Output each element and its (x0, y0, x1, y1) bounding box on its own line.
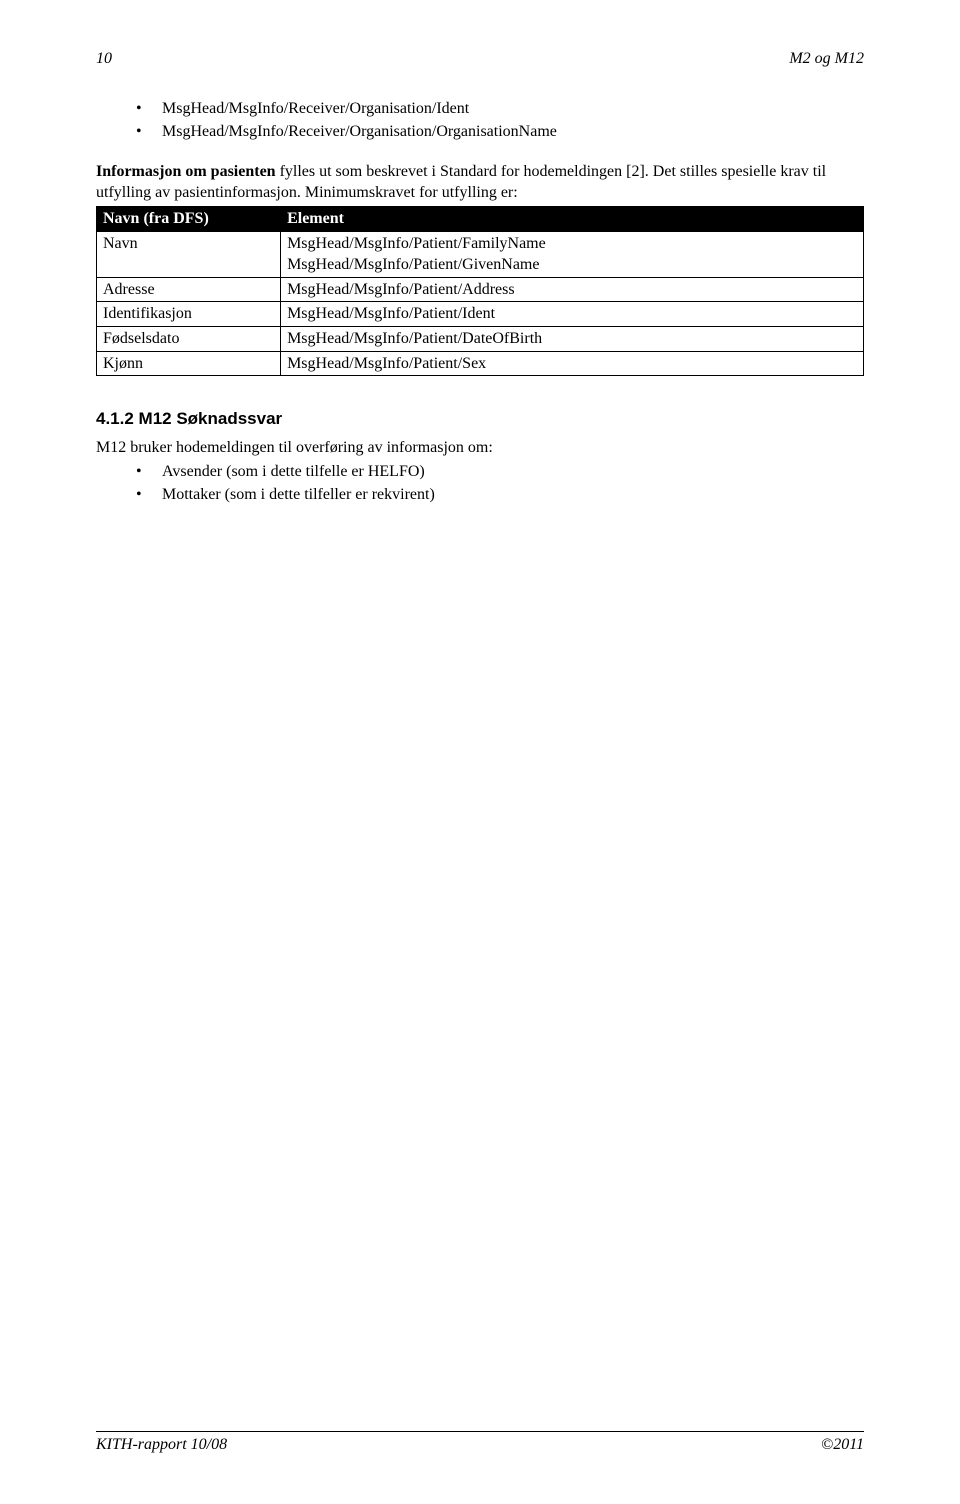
doc-title: M2 og M12 (789, 48, 864, 70)
page-header: 10 M2 og M12 (96, 48, 864, 70)
table-cell: MsgHead/MsgInfo/Patient/Address (281, 277, 864, 302)
table-row: Identifikasjon MsgHead/MsgInfo/Patient/I… (97, 302, 864, 327)
table-cell: Fødselsdato (97, 326, 281, 351)
table-row: Fødselsdato MsgHead/MsgInfo/Patient/Date… (97, 326, 864, 351)
table-cell: Identifikasjon (97, 302, 281, 327)
m12-info-list: Avsender (som i dette tilfelle er HELFO)… (96, 461, 864, 506)
table-row: Kjønn MsgHead/MsgInfo/Patient/Sex (97, 351, 864, 376)
footer-left: KITH-rapport 10/08 (96, 1434, 227, 1456)
list-item: MsgHead/MsgInfo/Receiver/Organisation/Or… (136, 121, 864, 143)
pasient-paragraph: Informasjon om pasienten fylles ut som b… (96, 161, 864, 204)
table-cell: Adresse (97, 277, 281, 302)
list-item: MsgHead/MsgInfo/Receiver/Organisation/Id… (136, 98, 864, 120)
table-cell-line: MsgHead/MsgInfo/Patient/GivenName (287, 254, 857, 276)
paragraph-lead: Informasjon om pasienten (96, 163, 280, 180)
table-cell: MsgHead/MsgInfo/Patient/DateOfBirth (281, 326, 864, 351)
list-item: Mottaker (som i dette tilfeller er rekvi… (136, 484, 864, 506)
page-number: 10 (96, 48, 112, 70)
table-cell: Navn (97, 231, 281, 277)
table-row: Adresse MsgHead/MsgInfo/Patient/Address (97, 277, 864, 302)
page-footer: KITH-rapport 10/08 ©2011 (96, 1431, 864, 1456)
table-header-cell: Navn (fra DFS) (97, 206, 281, 231)
table-row: Navn MsgHead/MsgInfo/Patient/FamilyName … (97, 231, 864, 277)
table-cell: MsgHead/MsgInfo/Patient/Ident (281, 302, 864, 327)
table-cell: MsgHead/MsgInfo/Patient/Sex (281, 351, 864, 376)
patient-min-table: Navn (fra DFS) Element Navn MsgHead/MsgI… (96, 206, 864, 376)
table-cell: Kjønn (97, 351, 281, 376)
list-item: Avsender (som i dette tilfelle er HELFO) (136, 461, 864, 483)
section-heading: 4.1.2 M12 Søknadssvar (96, 408, 864, 431)
table-cell: MsgHead/MsgInfo/Patient/FamilyName MsgHe… (281, 231, 864, 277)
table-header-row: Navn (fra DFS) Element (97, 206, 864, 231)
receiver-paths-list: MsgHead/MsgInfo/Receiver/Organisation/Id… (96, 98, 864, 143)
table-cell-line: MsgHead/MsgInfo/Patient/FamilyName (287, 233, 857, 255)
section-intro: M12 bruker hodemeldingen til overføring … (96, 437, 864, 459)
footer-right: ©2011 (821, 1434, 864, 1456)
table-header-cell: Element (281, 206, 864, 231)
